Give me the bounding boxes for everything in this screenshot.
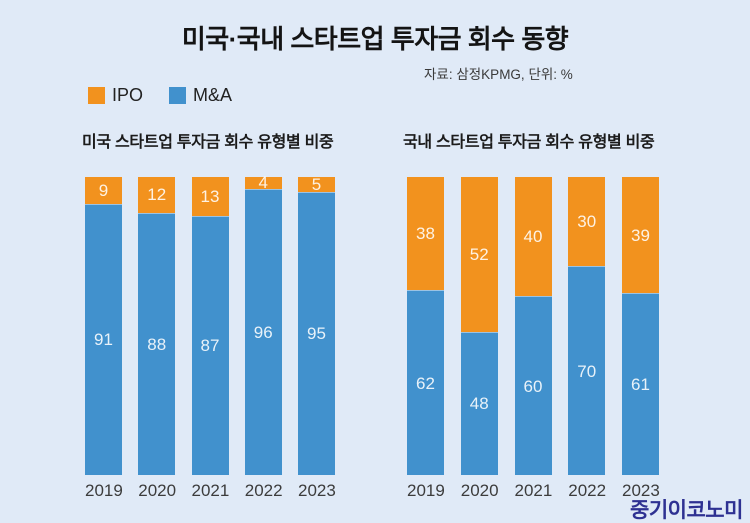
x-tick-2023: 2023 <box>622 481 660 500</box>
segment-ipo-2020: 12 <box>138 177 176 213</box>
x-tick-2019: 2019 <box>407 481 445 500</box>
segment-ipo-2021: 40 <box>514 177 552 297</box>
legend: IPO M&A <box>88 85 232 106</box>
segment-mna-2020: 48 <box>460 331 498 475</box>
value-label: 39 <box>631 225 650 245</box>
x-tick-2019: 2019 <box>85 481 123 500</box>
segment-mna-2019: 62 <box>407 290 444 475</box>
value-label: 70 <box>577 361 597 381</box>
x-tick-2021: 2021 <box>514 481 553 500</box>
legend-item-ipo: IPO <box>88 85 143 106</box>
stacked-bar-2019: 9 91 <box>85 177 122 475</box>
value-label: 61 <box>631 375 650 395</box>
x-tick-2022: 2022 <box>568 481 607 500</box>
segment-mna-2022: 70 <box>568 266 606 475</box>
value-label: 48 <box>469 394 489 414</box>
stacked-bar-2021: 13 87 <box>191 177 229 475</box>
publisher-logo: 중기이코노미 <box>630 499 743 522</box>
value-label: 60 <box>523 376 543 396</box>
stacked-bar-2019: 38 62 <box>407 177 444 475</box>
stacked-bar-2023: 5 95 <box>298 174 335 475</box>
segment-mna-2021: 60 <box>514 296 552 475</box>
source-note: 자료: 삼정KPMG, 단위: % <box>424 67 573 82</box>
value-label: 12 <box>147 185 167 205</box>
chart-us: 9 91 12 88 13 87 4 96 5 95 <box>85 173 335 475</box>
stacked-bar-2020: 12 88 <box>138 177 176 475</box>
value-label: 52 <box>469 244 489 264</box>
segment-mna-2019: 91 <box>85 203 122 475</box>
segment-mna-2021: 87 <box>191 215 229 475</box>
value-label: 87 <box>200 336 220 356</box>
legend-label: IPO <box>112 85 144 105</box>
value-label: 62 <box>416 373 435 393</box>
segment-ipo-2021: 13 <box>191 177 229 216</box>
x-tick-2021: 2021 <box>191 481 230 500</box>
value-label: 4 <box>258 173 268 193</box>
legend-swatch-icon <box>169 87 187 104</box>
chart-title-kr: 국내 스타트업 투자금 회수 유형별 비중 <box>403 134 655 151</box>
segment-ipo-2023: 39 <box>622 177 659 294</box>
x-tick-2020: 2020 <box>138 481 177 500</box>
legend-label: M&A <box>193 85 233 105</box>
segment-mna-2023: 95 <box>298 191 335 475</box>
legend-swatch-icon <box>88 87 105 104</box>
value-label: 88 <box>147 334 167 354</box>
segment-ipo-2023: 5 <box>298 174 335 194</box>
value-label: 91 <box>94 330 113 350</box>
x-tick-2023: 2023 <box>298 481 336 500</box>
x-axis-us: 2019 2020 2021 2022 2023 <box>85 481 336 501</box>
legend-item-mna: M&A <box>169 85 232 106</box>
value-label: 13 <box>200 186 220 206</box>
value-label: 96 <box>253 322 273 342</box>
chart-kr: 38 62 52 48 40 60 30 70 39 61 <box>407 177 659 475</box>
segment-mna-2022: 96 <box>244 188 282 475</box>
value-label: 5 <box>311 174 322 194</box>
stacked-bar-2022: 30 70 <box>568 177 606 475</box>
segment-ipo-2019: 9 <box>85 177 122 204</box>
stacked-bar-2021: 40 60 <box>514 177 552 475</box>
stacked-bar-2023: 39 61 <box>622 177 659 475</box>
x-axis-kr: 2019 2020 2021 2022 2023 <box>407 481 660 501</box>
stacked-bar-2020: 52 48 <box>460 177 498 475</box>
segment-ipo-2022: 4 <box>244 173 282 193</box>
segment-mna-2020: 88 <box>138 212 176 475</box>
value-label: 38 <box>416 224 435 244</box>
value-label: 95 <box>307 324 326 344</box>
stacked-bar-2022: 4 96 <box>244 173 282 475</box>
segment-ipo-2022: 30 <box>568 177 606 267</box>
value-label: 9 <box>98 180 109 200</box>
x-tick-2020: 2020 <box>460 481 499 500</box>
page-title: 미국·국내 스타트업 투자금 회수 동향 <box>181 24 569 54</box>
segment-ipo-2019: 38 <box>407 177 444 291</box>
segment-mna-2023: 61 <box>622 293 659 475</box>
segment-ipo-2020: 52 <box>460 177 498 332</box>
chart-title-us: 미국 스타트업 투자금 회수 유형별 비중 <box>82 134 334 151</box>
value-label: 40 <box>523 227 543 247</box>
value-label: 30 <box>577 212 597 232</box>
x-tick-2022: 2022 <box>244 481 283 500</box>
